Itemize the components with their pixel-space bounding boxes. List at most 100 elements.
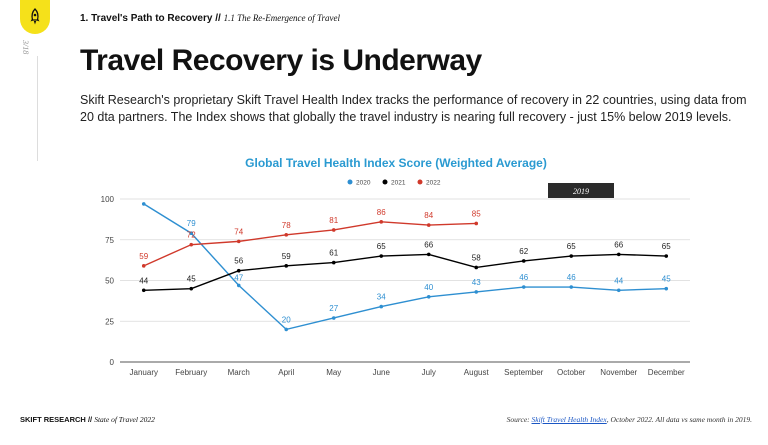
data-label-2020: 27: [329, 304, 338, 313]
data-point-2022: [474, 221, 479, 226]
x-tick-label: March: [228, 368, 250, 377]
data-point-2020: [426, 295, 431, 299]
legend-label: 2021: [391, 179, 406, 186]
data-point-2021: [664, 254, 669, 258]
chart-title: Global Travel Health Index Score (Weight…: [245, 156, 547, 170]
x-tick-label: July: [422, 368, 436, 377]
data-label-2020: 34: [377, 293, 386, 302]
legend-marker: [382, 179, 388, 185]
data-label-2020: 46: [567, 273, 576, 282]
data-point-2020: [141, 202, 146, 206]
data-point-2022: [426, 223, 431, 227]
series-line-2022: [143, 221, 477, 267]
data-point-2021: [236, 268, 241, 273]
data-point-2021: [569, 254, 574, 258]
x-tick-label: September: [504, 368, 543, 377]
data-point-2020: [616, 288, 621, 293]
x-axis: January February March April May June July Augu…: [130, 368, 686, 377]
y-tick-label: 100: [101, 195, 115, 204]
data-point-2020: [236, 283, 241, 288]
data-point-2021: [474, 265, 479, 270]
page-title: Travel Recovery is Underway: [80, 44, 482, 77]
data-label-2022: 86: [377, 208, 386, 217]
legend-label: 2020: [356, 179, 371, 186]
data-label-2020: 44: [614, 276, 623, 285]
data-label-2022: 72: [187, 231, 196, 240]
legend-marker: [417, 179, 423, 185]
subsection-title: 1.1 The Re-Emergence of Travel: [223, 13, 340, 23]
x-tick-label: December: [648, 368, 685, 377]
source-suffix: , October 2022. All data vs same month i…: [606, 415, 752, 424]
x-tick-label: February: [175, 368, 207, 377]
x-tick-label: October: [557, 368, 586, 377]
source-link[interactable]: Skift Travel Health Index: [531, 415, 607, 424]
data-point-2022: [189, 242, 194, 247]
data-label-2020: 20: [282, 315, 291, 324]
data-point-2020: [189, 231, 194, 236]
x-tick-label: May: [326, 368, 341, 377]
section-heading: 1. Travel's Path to Recovery // 1.1 The …: [80, 13, 340, 24]
chart-grid: [120, 198, 690, 363]
data-point-2020: [284, 327, 289, 332]
data-point-2021: [189, 286, 194, 291]
data-label-2021: 65: [567, 242, 576, 251]
data-label-2021: 61: [329, 249, 338, 258]
data-point-2020: [331, 316, 336, 320]
series-line-2020: [143, 203, 667, 331]
data-point-2021: [141, 288, 146, 293]
data-label-2020: 45: [662, 275, 671, 284]
data-point-2022: [379, 220, 384, 224]
footer-source: Source: Skift Travel Health Index, Octob…: [507, 415, 752, 424]
data-point-2022: [141, 264, 146, 268]
data-label-2020: 79: [187, 219, 196, 228]
x-tick-label: June: [373, 368, 391, 377]
footer-brand: SKIFT RESEARCH // State of Travel 2022: [20, 415, 155, 424]
data-label-2022: 78: [282, 221, 291, 230]
data-label-2021: 44: [139, 276, 148, 285]
data-label-2021: 45: [187, 275, 196, 284]
data-label-2020: 43: [472, 278, 481, 287]
legend-marker: [347, 179, 353, 185]
data-point-2021: [616, 252, 621, 257]
divider-line: [37, 56, 38, 161]
legend-label: 2022: [426, 179, 441, 186]
data-point-2021: [426, 252, 431, 257]
data-label-2021: 62: [519, 247, 528, 256]
data-point-2020: [521, 285, 526, 289]
data-point-2021: [331, 260, 336, 265]
data-label-2020: 47: [234, 273, 243, 282]
badge-2019: 2019: [548, 183, 614, 198]
x-tick-label: January: [130, 368, 158, 377]
y-axis: 0 25 50 75 100: [101, 195, 115, 367]
source-prefix: Source:: [506, 415, 530, 424]
x-tick-label: August: [464, 368, 490, 377]
y-tick-label: 25: [105, 317, 114, 326]
data-point-2022: [331, 228, 336, 232]
footer-brand-name: SKIFT RESEARCH: [20, 415, 86, 424]
series-line-2021: [143, 253, 667, 291]
page-description: Skift Research's proprietary Skift Trave…: [80, 93, 747, 124]
data-label-2022: 84: [424, 211, 433, 220]
y-tick-label: 0: [110, 358, 115, 367]
chart-legend: 2020 2021 2022: [347, 179, 441, 186]
data-point-2020: [379, 304, 384, 309]
data-label-2020: 46: [519, 273, 528, 282]
data-label-2021: 66: [424, 240, 433, 249]
data-label-2021: 59: [282, 252, 291, 261]
data-label-2022: 85: [472, 209, 481, 218]
logo-tab: [20, 0, 50, 34]
data-point-2021: [521, 259, 526, 263]
data-point-2021: [284, 264, 289, 268]
data-label-2021: 66: [614, 240, 623, 249]
data-point-2021: [379, 254, 384, 258]
section-title: 1. Travel's Path to Recovery //: [80, 13, 221, 24]
data-label-2022: 59: [139, 252, 148, 261]
y-tick-label: 75: [105, 236, 114, 245]
rocket-icon: [30, 8, 40, 25]
data-label-2021: 65: [662, 242, 671, 251]
data-point-2020: [569, 285, 574, 289]
data-point-2022: [236, 239, 241, 244]
data-point-2022: [284, 233, 289, 237]
data-point-2020: [474, 290, 479, 294]
